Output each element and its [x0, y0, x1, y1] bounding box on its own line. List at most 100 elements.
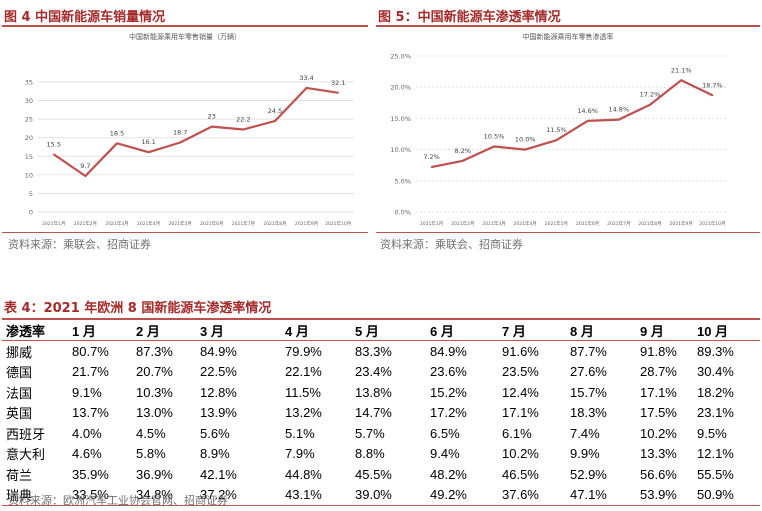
- value-cell: 13.9%: [200, 405, 237, 421]
- value-cell: 83.3%: [355, 343, 392, 359]
- fig5-title-rule: [376, 25, 760, 27]
- value-cell: 4.6%: [72, 446, 102, 462]
- penetration-line-chart: 中国新能源乘用车零售渗透率 0.0% 5.0% 10.0% 15.0% 20.0% 25.0…: [390, 32, 728, 227]
- value-cell: 39.0%: [355, 487, 392, 503]
- value-cell: 6.1%: [502, 425, 532, 441]
- series-line: [53, 86, 339, 178]
- value-cell: 9.4%: [430, 446, 460, 462]
- table-source: 资料来源：欧洲汽车工业协会官网、招商证券: [8, 494, 228, 507]
- value-cell: 52.9%: [570, 466, 607, 482]
- fig4-title-rule: [2, 25, 368, 27]
- data-point: [179, 141, 181, 144]
- value-cell: 28.7%: [640, 364, 677, 380]
- value-cell: 42.1%: [200, 466, 237, 482]
- x-tick-label: 2021年1月: [42, 220, 65, 227]
- header-cell: 6 月: [430, 323, 454, 339]
- fig5-title: 图 5：中国新能源车渗透率情况: [378, 10, 561, 25]
- value-cell: 13.8%: [355, 384, 392, 400]
- data-label: 11.5%: [546, 126, 567, 134]
- value-cell: 4.5%: [136, 425, 166, 441]
- data-point: [711, 94, 714, 97]
- value-cell: 55.5%: [697, 466, 734, 482]
- value-cell: 36.9%: [136, 466, 173, 482]
- table-row: 荷兰 35.9% 36.9% 42.1% 44.8% 45.5% 48.2% 46.5% 52.…: [2, 464, 760, 485]
- header-cell: 4 月: [285, 323, 309, 339]
- data-label: 7.2%: [423, 153, 440, 161]
- value-cell: 22.1%: [285, 364, 322, 380]
- y-tick-label: 15: [25, 153, 33, 161]
- data-label: 17.2%: [640, 91, 661, 99]
- x-tick-label: 2021年4月: [137, 220, 160, 227]
- header-cell: 3 月: [200, 323, 224, 339]
- value-cell: 17.1%: [502, 405, 539, 421]
- value-cell: 12.4%: [502, 384, 539, 400]
- x-tick-label: 2021年5月: [169, 220, 192, 227]
- value-cell: 87.7%: [570, 343, 607, 359]
- data-point: [430, 166, 433, 168]
- x-tick-label: 2021年8月: [263, 220, 286, 227]
- x-tick-label: 2021年7月: [232, 220, 255, 227]
- value-cell: 23.6%: [430, 364, 467, 380]
- table-row: 西班牙 4.0% 4.5% 5.6% 5.1% 5.7% 6.5% 6.1% 7.4% 10.2%…: [2, 423, 760, 444]
- data-label: 24.5: [268, 107, 282, 115]
- x-tick-label: 2021年1月: [420, 220, 443, 227]
- value-cell: 44.8%: [285, 466, 322, 482]
- data-point: [680, 79, 682, 82]
- y-tick-label: 5: [29, 190, 33, 198]
- value-cell: 4.0%: [72, 425, 102, 441]
- value-cell: 18.3%: [570, 405, 607, 421]
- value-cell: 48.2%: [430, 466, 467, 482]
- table-row: 瑞典 33.5% 34.8% 37.2% 43.1% 39.0% 49.2% 37.6% 47.…: [2, 485, 760, 506]
- value-cell: 37.6%: [502, 487, 539, 503]
- header-cell: 1 月: [72, 323, 96, 339]
- y-tick-label: 25: [25, 116, 33, 124]
- data-label: 10.0%: [515, 136, 536, 144]
- y-tick-label: 0: [29, 209, 33, 217]
- value-cell: 23.4%: [355, 364, 392, 380]
- value-cell: 9.5%: [697, 425, 727, 441]
- fig4-title: 图 4 中国新能源车销量情况: [4, 10, 166, 25]
- value-cell: 10.2%: [640, 425, 677, 441]
- country-cell: 法国: [6, 386, 33, 402]
- value-cell: 45.5%: [355, 466, 392, 482]
- header-cell: 8 月: [570, 323, 594, 339]
- value-cell: 13.2%: [285, 405, 322, 421]
- value-cell: 8.8%: [355, 446, 385, 462]
- data-label: 8.2%: [455, 147, 472, 155]
- header-cell: 7 月: [502, 323, 526, 339]
- value-cell: 10.2%: [502, 446, 539, 462]
- data-point: [116, 142, 118, 145]
- data-label: 33.4: [299, 74, 313, 82]
- value-cell: 9.9%: [570, 446, 600, 462]
- value-cell: 13.3%: [640, 446, 677, 462]
- value-cell: 17.2%: [430, 405, 467, 421]
- data-point: [305, 87, 308, 89]
- value-cell: 34.8%: [136, 487, 173, 503]
- value-cell: 33.5%: [72, 487, 109, 503]
- value-cell: 23.1%: [697, 405, 734, 421]
- country-cell: 荷兰: [6, 468, 33, 484]
- value-cell: 18.2%: [697, 384, 734, 400]
- x-tick-label: 2021年9月: [670, 220, 693, 227]
- value-cell: 50.9%: [697, 487, 734, 503]
- header-cell: 2 月: [136, 323, 160, 339]
- y-tick-label: 15.0%: [390, 115, 411, 123]
- value-cell: 20.7%: [136, 364, 173, 380]
- x-tick-label: 2021年3月: [482, 220, 505, 227]
- data-point: [211, 125, 213, 128]
- value-cell: 46.5%: [502, 466, 539, 482]
- data-label: 21.1%: [671, 66, 692, 74]
- y-tick-label: 30: [25, 97, 33, 105]
- country-cell: 英国: [6, 407, 33, 423]
- x-tick-label: 2021年3月: [105, 220, 128, 227]
- data-point: [147, 151, 150, 153]
- country-cell: 瑞典: [6, 489, 33, 505]
- value-cell: 14.7%: [355, 405, 392, 421]
- data-label: 10.5%: [484, 132, 505, 140]
- value-cell: 89.3%: [697, 343, 734, 359]
- value-cell: 13.0%: [136, 405, 173, 421]
- y-tick-label: 35: [25, 79, 33, 87]
- x-tick-label: 2021年6月: [576, 220, 599, 227]
- value-cell: 79.9%: [285, 343, 322, 359]
- value-cell: 8.9%: [200, 446, 230, 462]
